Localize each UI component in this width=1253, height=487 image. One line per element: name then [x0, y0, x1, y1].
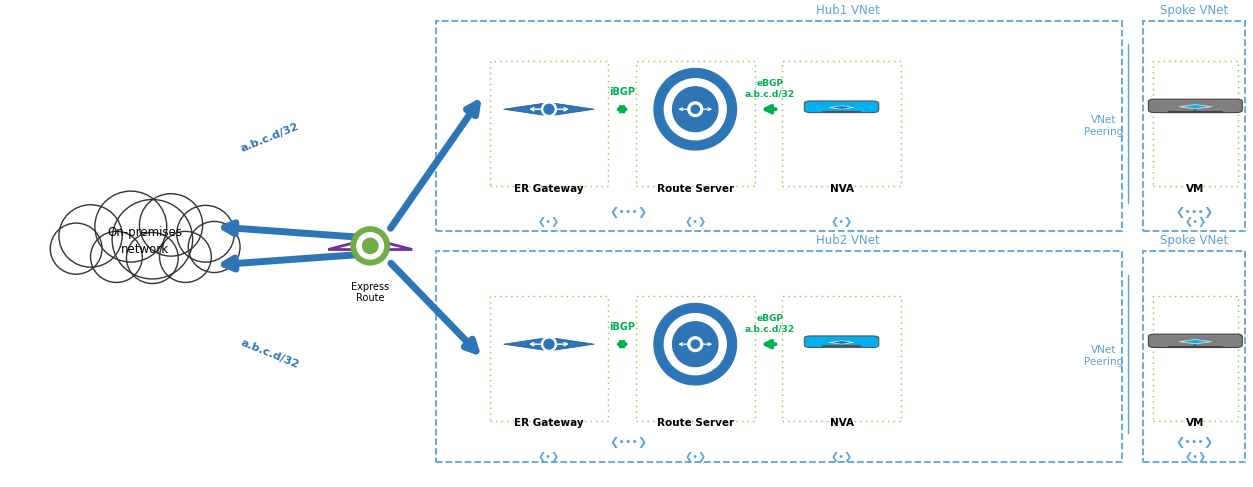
Text: iBGP: iBGP	[609, 322, 635, 332]
Ellipse shape	[112, 200, 193, 279]
Bar	[490, 61, 609, 186]
Bar	[782, 61, 901, 186]
FancyBboxPatch shape	[1149, 99, 1242, 112]
Text: ❮•••❯: ❮•••❯	[609, 207, 648, 218]
Ellipse shape	[664, 79, 727, 140]
Ellipse shape	[139, 194, 203, 256]
Polygon shape	[1183, 105, 1208, 109]
Text: ❮•❯: ❮•❯	[831, 217, 852, 227]
Bar	[635, 61, 754, 186]
Text: iBGP: iBGP	[609, 87, 635, 97]
Polygon shape	[832, 106, 851, 109]
Ellipse shape	[90, 231, 143, 282]
Text: eBGP
a.b.c.d/32: eBGP a.b.c.d/32	[744, 79, 794, 99]
Text: eBGP
a.b.c.d/32: eBGP a.b.c.d/32	[744, 314, 794, 334]
Ellipse shape	[692, 105, 699, 113]
Polygon shape	[829, 341, 853, 344]
Ellipse shape	[544, 339, 554, 349]
Text: Hub1 VNet: Hub1 VNet	[816, 4, 880, 17]
Ellipse shape	[362, 238, 378, 253]
Polygon shape	[1179, 105, 1212, 109]
Text: ❮•❯: ❮•❯	[831, 452, 852, 462]
FancyBboxPatch shape	[804, 336, 878, 348]
Text: NVA: NVA	[829, 418, 853, 429]
Text: Route Server: Route Server	[657, 184, 734, 193]
Ellipse shape	[673, 87, 718, 131]
Ellipse shape	[50, 223, 101, 274]
Bar	[1143, 20, 1245, 231]
Ellipse shape	[688, 337, 703, 352]
Text: On-premises
network: On-premises network	[108, 226, 183, 256]
Ellipse shape	[351, 227, 390, 265]
FancyBboxPatch shape	[1149, 334, 1242, 348]
Text: ❮•❯: ❮•❯	[538, 452, 560, 462]
Ellipse shape	[654, 69, 737, 150]
Polygon shape	[504, 102, 594, 116]
Text: ER Gateway: ER Gateway	[514, 418, 584, 429]
Ellipse shape	[654, 303, 737, 385]
Ellipse shape	[357, 233, 383, 259]
Text: VNet
Peering: VNet Peering	[1084, 345, 1123, 367]
Ellipse shape	[673, 322, 718, 367]
Text: ❮•❯: ❮•❯	[538, 217, 560, 227]
Ellipse shape	[159, 231, 212, 282]
Ellipse shape	[541, 102, 556, 116]
Ellipse shape	[95, 191, 167, 262]
Text: a.b.c.d/32: a.b.c.d/32	[239, 122, 301, 154]
Polygon shape	[829, 106, 853, 109]
Text: ❮•❯: ❮•❯	[684, 217, 707, 227]
Bar	[782, 296, 901, 421]
Text: Route Server: Route Server	[657, 418, 734, 429]
Text: ❮•••❯: ❮•••❯	[1175, 207, 1213, 218]
Bar	[1153, 61, 1238, 186]
Ellipse shape	[188, 222, 241, 273]
Bar	[436, 251, 1121, 462]
Text: Spoke VNet: Spoke VNet	[1160, 234, 1228, 247]
Text: ❮•••❯: ❮•••❯	[1175, 437, 1213, 448]
Bar	[1153, 296, 1238, 421]
Ellipse shape	[664, 314, 727, 375]
Polygon shape	[1179, 339, 1212, 344]
Text: ❮•❯: ❮•❯	[1184, 452, 1207, 462]
Text: Hub2 VNet: Hub2 VNet	[816, 234, 880, 247]
Bar	[1143, 251, 1245, 462]
Bar	[490, 296, 609, 421]
Polygon shape	[504, 337, 594, 351]
Polygon shape	[832, 341, 851, 344]
Text: Express
Route: Express Route	[351, 282, 390, 303]
Text: ❮•❯: ❮•❯	[1184, 217, 1207, 227]
Text: a.b.c.d/32: a.b.c.d/32	[239, 337, 301, 370]
Bar	[635, 296, 754, 421]
Polygon shape	[1183, 340, 1208, 343]
Text: ER Gateway: ER Gateway	[514, 184, 584, 193]
Ellipse shape	[59, 205, 122, 267]
Text: NVA: NVA	[829, 184, 853, 193]
Ellipse shape	[127, 232, 178, 283]
Ellipse shape	[692, 340, 699, 348]
Bar	[436, 20, 1121, 231]
Ellipse shape	[544, 104, 554, 114]
Text: Spoke VNet: Spoke VNet	[1160, 4, 1228, 17]
Text: VNet
Peering: VNet Peering	[1084, 115, 1123, 137]
Text: VM: VM	[1187, 184, 1204, 193]
Ellipse shape	[541, 337, 556, 352]
Ellipse shape	[177, 206, 234, 262]
Text: ❮•❯: ❮•❯	[684, 452, 707, 462]
Text: VM: VM	[1187, 418, 1204, 429]
FancyBboxPatch shape	[804, 101, 878, 112]
Ellipse shape	[688, 102, 703, 116]
Text: ❮•••❯: ❮•••❯	[609, 437, 648, 448]
